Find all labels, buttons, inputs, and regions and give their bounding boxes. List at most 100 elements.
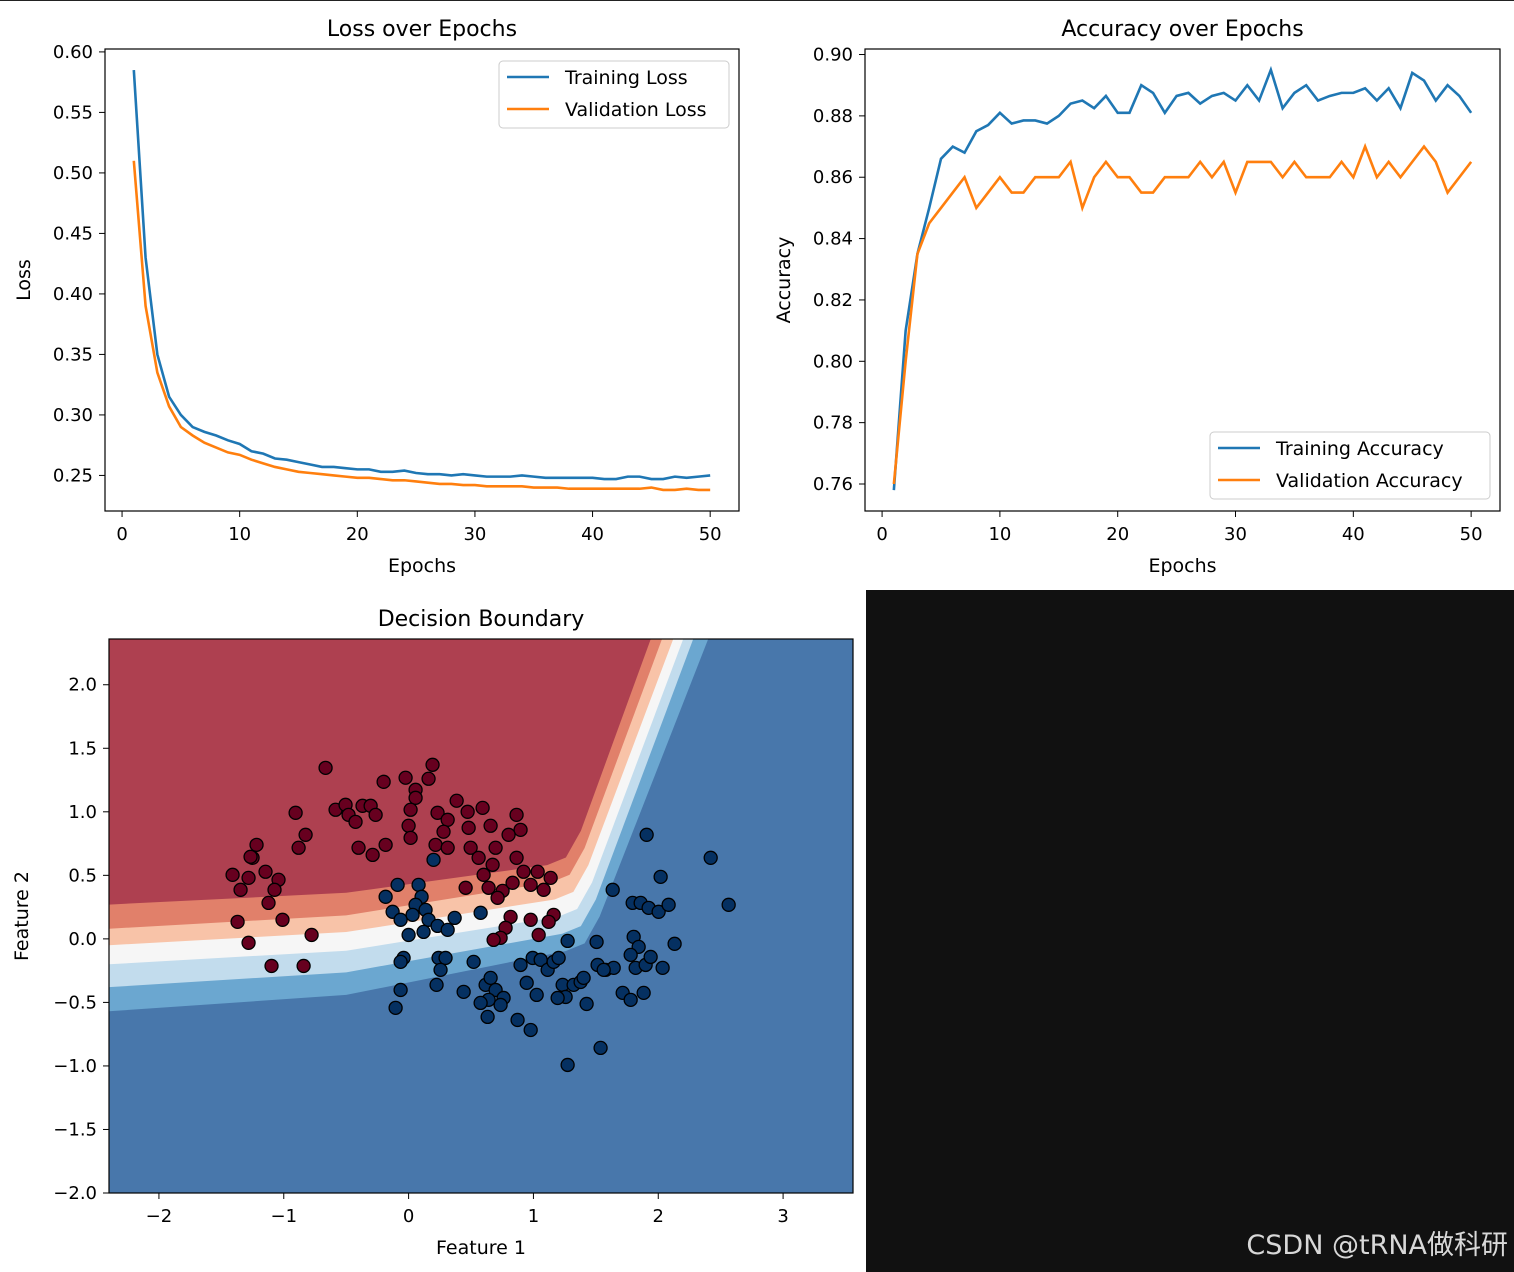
scatter-point-class-1 (390, 877, 405, 893)
scatter-point-class-0 (403, 802, 418, 817)
y-tick-label: 0.80 (813, 351, 853, 372)
scatter-point-class-1 (493, 997, 508, 1013)
scatter-point-class-0 (264, 958, 279, 974)
y-tick-label: 0.88 (813, 106, 853, 127)
legend-box (498, 60, 730, 129)
scatter-point-class-0 (318, 760, 333, 775)
scatter-point-class-0 (233, 882, 248, 897)
scatter-point-class-0 (428, 837, 443, 852)
y-axis-label: Feature 2 (11, 871, 33, 961)
scatter-point-class-0 (275, 912, 290, 927)
scatter-point-class-1 (721, 897, 736, 912)
scatter-point-class-1 (473, 905, 488, 920)
scatter-point-class-0 (523, 912, 538, 927)
axes-frame (108, 638, 854, 1194)
scatter-point-class-1 (510, 1012, 525, 1028)
scatter-point-class-1 (411, 877, 426, 893)
legend-label: Validation Loss (565, 99, 707, 121)
legend: Training Accuracy Validation Accuracy (1209, 431, 1491, 500)
scatter-point-class-1 (393, 912, 408, 927)
y-tick-label: 1.5 (68, 738, 97, 759)
x-tick-label: 30 (463, 524, 486, 545)
x-tick-label: 10 (228, 524, 251, 545)
y-tick-label: 0.90 (813, 45, 853, 66)
scatter-point-class-0 (243, 849, 258, 864)
x-tick-label: 0 (876, 524, 887, 545)
series-line-training (892, 65, 1473, 491)
scatter-point-class-1 (438, 950, 453, 966)
scatter-point-class-1 (440, 922, 455, 937)
scatter-point-class-1 (523, 1022, 538, 1038)
scatter-point-class-1 (473, 995, 488, 1011)
y-axis-label: Accuracy (773, 237, 795, 324)
scatter-point-class-0 (365, 847, 380, 863)
scatter-point-class-0 (408, 790, 423, 805)
scatter-point-class-1 (483, 970, 498, 986)
y-tick-label: 1.0 (68, 802, 97, 823)
scatter-point-class-0 (490, 890, 505, 905)
legend: Training Loss Validation Loss (498, 60, 730, 129)
scatter-point-class-0 (398, 770, 413, 785)
scatter-point-class-1 (447, 910, 462, 926)
scatter-point-class-0 (516, 864, 531, 879)
scatter-point-class-0 (485, 857, 500, 872)
legend-label: Validation Accuracy (1276, 470, 1463, 492)
scatter-point-class-1 (596, 962, 611, 978)
y-tick-label: −1.0 (53, 1056, 97, 1077)
scatter-point-class-1 (579, 996, 594, 1012)
x-tick-label: 3 (777, 1206, 788, 1227)
scatter-point-class-0 (509, 807, 524, 823)
scatter-point-class-1 (653, 869, 668, 885)
scatter-point-class-0 (304, 927, 319, 943)
scatter-point-class-1 (416, 924, 431, 940)
y-tick-label: −1.5 (53, 1119, 97, 1140)
scatter-point-class-1 (550, 990, 565, 1006)
x-tick-label: 20 (1106, 524, 1129, 545)
scatter-point-class-0 (378, 837, 393, 852)
empty-subplot-area (866, 590, 1514, 1272)
scatter-point-class-1 (589, 934, 604, 950)
x-axis-label: Epochs (388, 555, 456, 577)
scatter-point-class-1 (401, 927, 416, 943)
scatter-point-class-1 (636, 985, 651, 1001)
scatter-point-class-0 (463, 840, 478, 855)
scatter-point-class-1 (388, 1000, 403, 1016)
y-tick-label: 0.76 (813, 474, 853, 495)
y-tick-label: 0.82 (813, 290, 853, 311)
legend-box (1209, 431, 1491, 500)
scatter-point-class-1 (393, 954, 408, 970)
top-border (0, 0, 1514, 1)
scatter-point-class-1 (466, 954, 481, 970)
scatter-point-class-0 (288, 805, 303, 820)
scatter-point-class-0 (298, 827, 313, 842)
scatter-point-class-0 (401, 818, 416, 833)
axes-frame (864, 48, 1501, 512)
chart-title: Decision Boundary (378, 607, 585, 632)
scatter-point-class-0 (505, 875, 520, 890)
scatter-point-class-1 (480, 1009, 495, 1025)
y-tick-label: 0.55 (53, 102, 93, 123)
y-tick-label: −0.5 (53, 992, 97, 1013)
scatter-point-class-0 (296, 958, 311, 974)
scatter-point-class-0 (476, 867, 491, 882)
scatter-point-class-1 (643, 949, 658, 965)
axes-frame (104, 48, 740, 512)
y-tick-label: 0.40 (53, 284, 93, 305)
scatter-point-class-0 (501, 827, 516, 842)
scatter-point-class-1 (593, 1040, 608, 1056)
x-tick-label: 2 (653, 1206, 664, 1227)
scatter-point-class-0 (530, 864, 545, 879)
scatter-point-class-0 (351, 840, 366, 855)
scatter-point-class-0 (225, 867, 240, 882)
y-tick-label: 0.45 (53, 223, 93, 244)
scatter-point-class-1 (378, 889, 393, 904)
scatter-point-class-0 (421, 771, 436, 786)
watermark: CSDN @tRNA做科研 (1246, 1230, 1508, 1261)
scatter-point-class-0 (249, 837, 264, 852)
scatter-point-class-0 (267, 882, 282, 897)
scatter-point-class-0 (440, 840, 455, 855)
scatter-point-class-0 (486, 932, 501, 948)
scatter-point-class-0 (348, 814, 363, 829)
scatter-point-class-0 (483, 818, 498, 833)
